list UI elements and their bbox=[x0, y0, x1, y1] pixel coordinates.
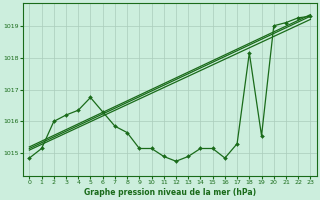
X-axis label: Graphe pression niveau de la mer (hPa): Graphe pression niveau de la mer (hPa) bbox=[84, 188, 256, 197]
